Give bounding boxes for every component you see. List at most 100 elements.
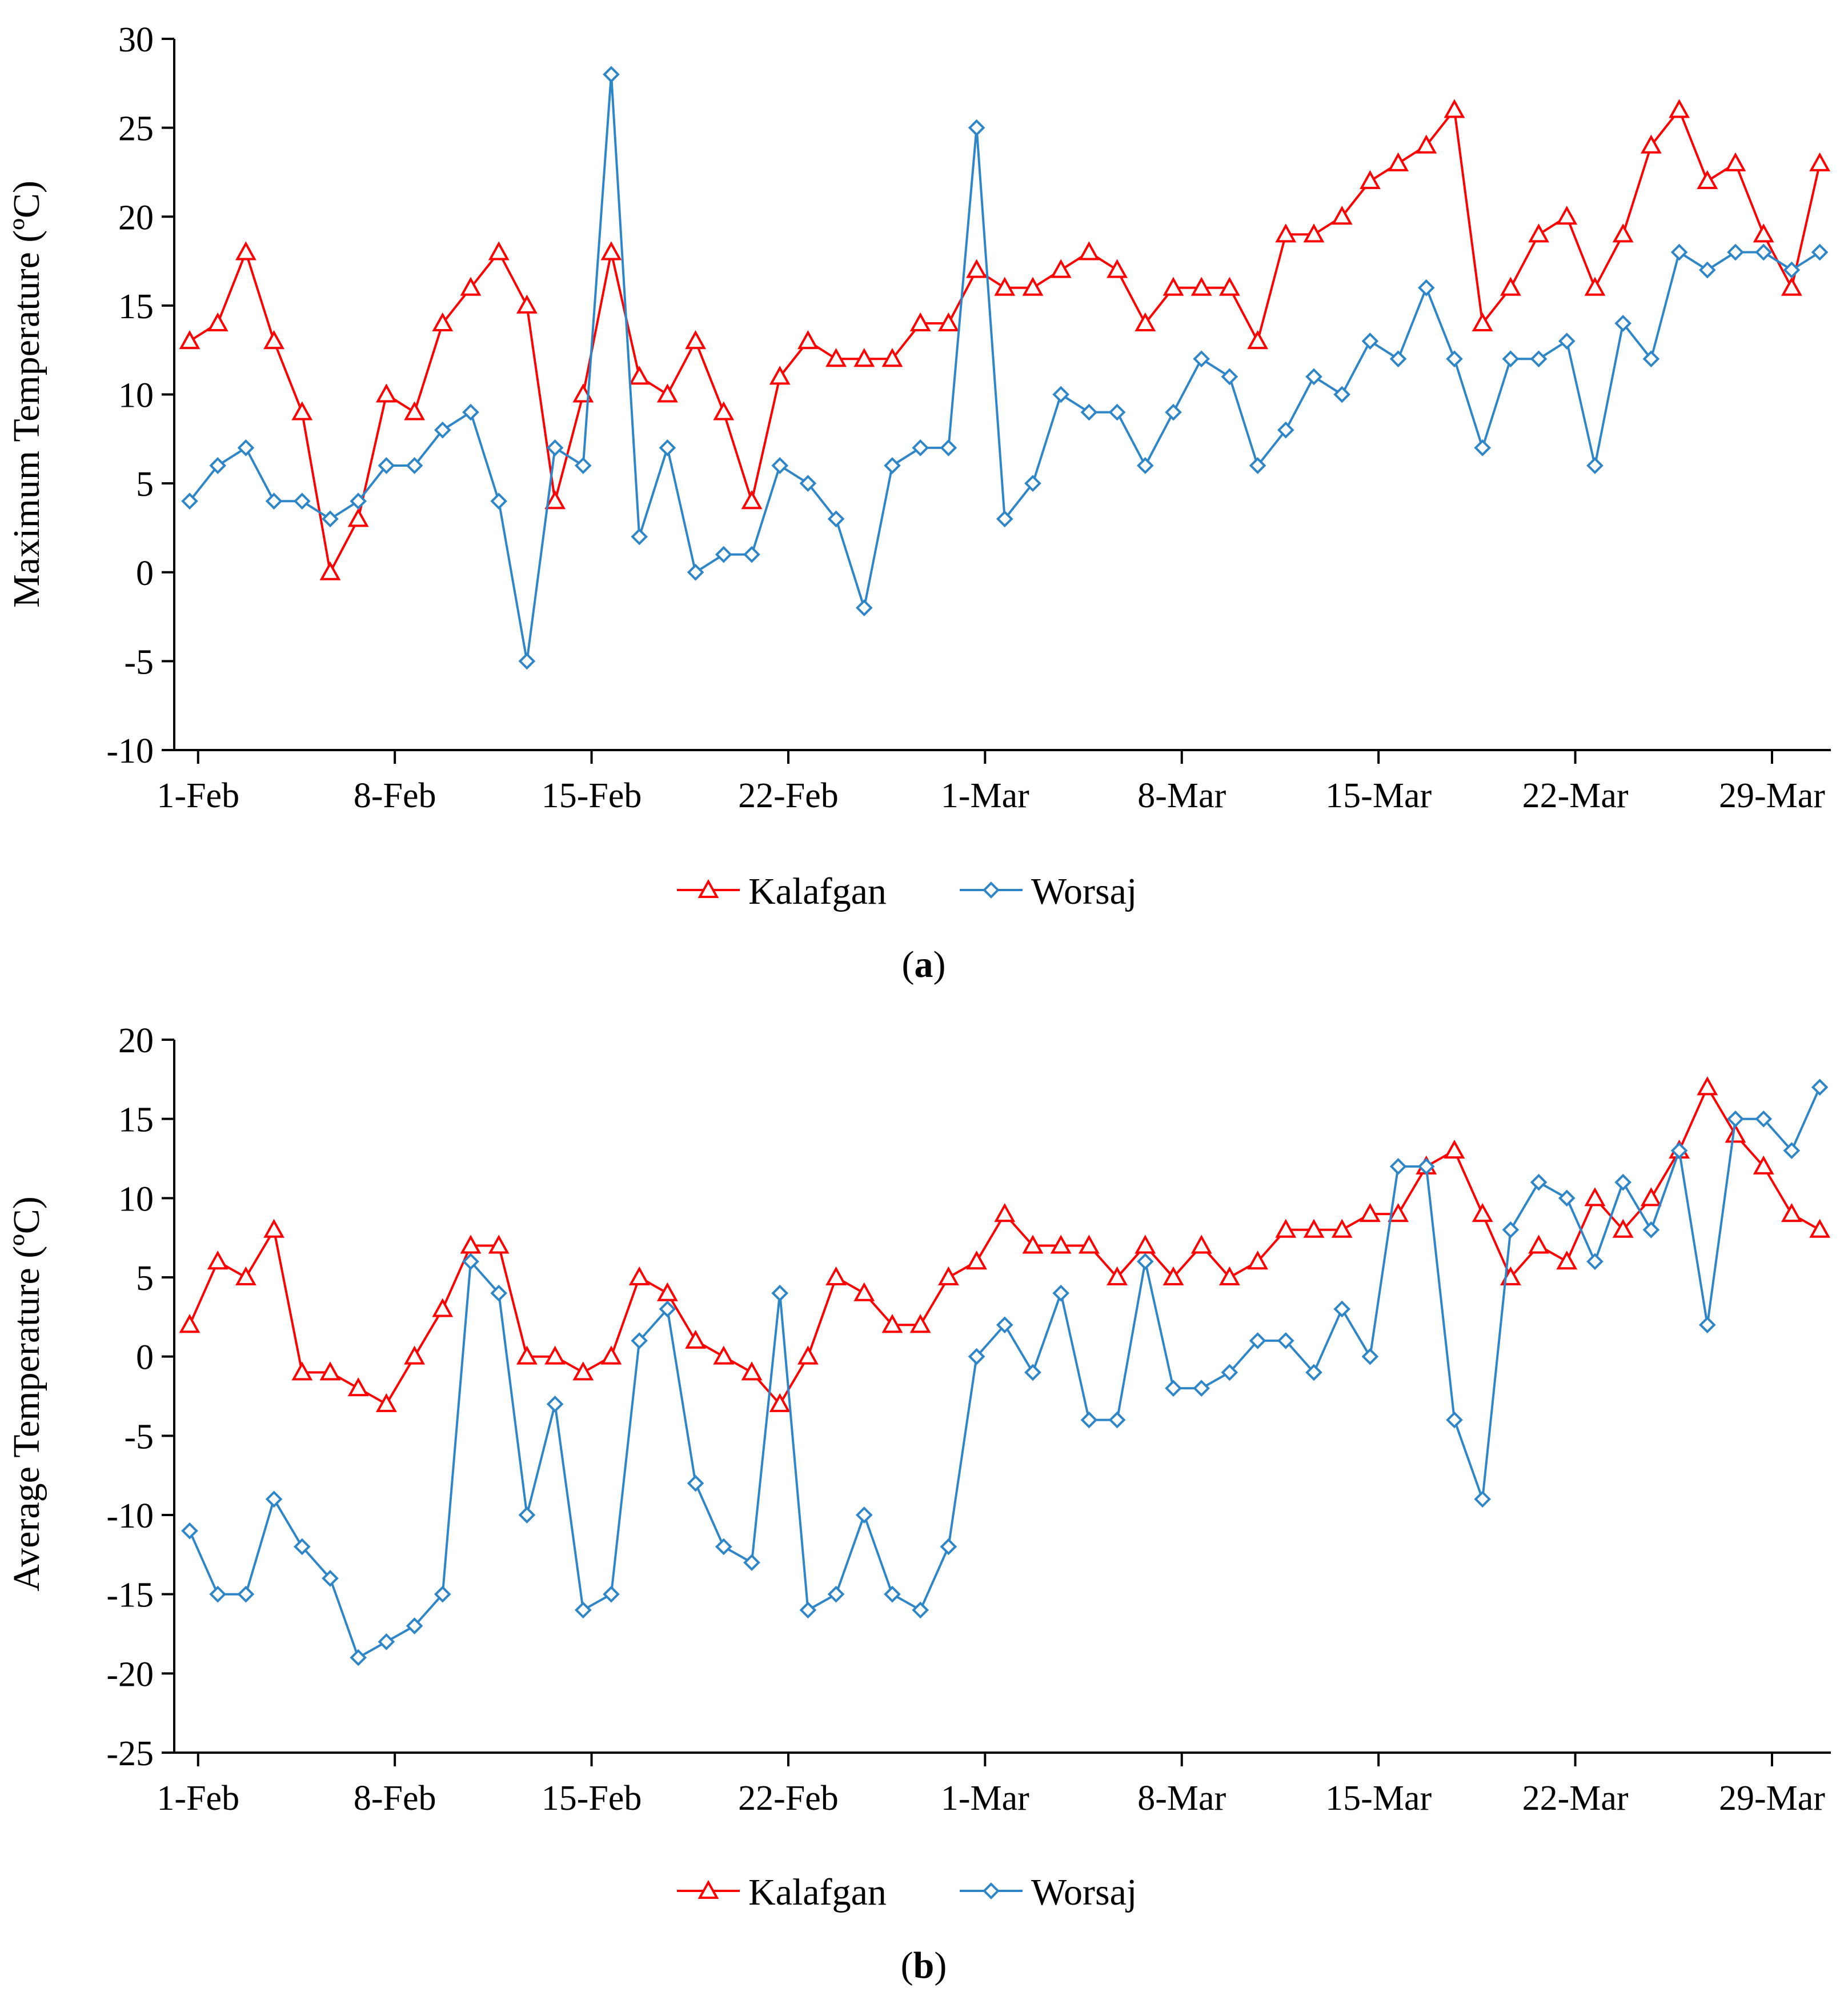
data-point-kalafgan xyxy=(179,1314,201,1333)
data-point-kalafgan xyxy=(516,294,538,314)
data-point-kalafgan xyxy=(1500,276,1521,296)
data-point-kalafgan xyxy=(319,561,341,580)
series-kalafgan xyxy=(179,99,1830,580)
data-point-kalafgan xyxy=(966,1251,987,1270)
data-point-worsaj xyxy=(912,439,929,456)
x-tick-label: 8-Feb xyxy=(354,776,436,815)
x-tick-label: 8-Feb xyxy=(354,1779,436,1818)
data-point-kalafgan xyxy=(1697,1076,1718,1096)
data-point-kalafgan xyxy=(1528,223,1549,243)
data-point-kalafgan xyxy=(1162,1266,1184,1285)
data-point-worsaj xyxy=(603,66,620,83)
data-point-kalafgan xyxy=(1612,1219,1634,1238)
data-point-kalafgan xyxy=(909,312,931,331)
y-tick-label: 10 xyxy=(118,1180,154,1219)
data-point-worsaj xyxy=(181,492,198,510)
data-point-kalafgan xyxy=(1556,1251,1578,1270)
data-point-worsaj xyxy=(1024,1364,1041,1381)
data-point-kalafgan xyxy=(263,330,284,350)
legend-marker-kalafgan xyxy=(697,879,719,898)
data-point-worsaj xyxy=(209,457,227,474)
data-point-worsaj xyxy=(293,492,311,510)
data-point-kalafgan xyxy=(1781,276,1802,296)
data-point-kalafgan xyxy=(207,312,229,331)
legend-marker-kalafgan xyxy=(697,1879,719,1899)
data-point-kalafgan xyxy=(1079,241,1100,260)
data-point-worsaj xyxy=(322,1570,339,1587)
legend-marker-worsaj xyxy=(983,1882,1000,1899)
data-point-worsaj xyxy=(1136,457,1154,474)
data-point-kalafgan xyxy=(1303,223,1325,243)
data-point-worsaj xyxy=(1277,1332,1294,1349)
y-tick-label: 5 xyxy=(136,1259,154,1298)
data-point-kalafgan xyxy=(432,1298,454,1317)
data-point-kalafgan xyxy=(600,241,622,260)
data-point-kalafgan xyxy=(1641,134,1662,154)
data-point-worsaj xyxy=(996,510,1013,528)
data-point-worsaj xyxy=(1277,421,1294,439)
data-point-kalafgan xyxy=(657,383,678,403)
data-point-worsaj xyxy=(1361,332,1379,350)
data-point-worsaj xyxy=(462,1253,479,1270)
data-point-kalafgan xyxy=(797,1345,819,1365)
y-tick-label: 25 xyxy=(118,110,154,149)
data-point-worsaj xyxy=(1221,1364,1238,1381)
data-point-kalafgan xyxy=(1725,1124,1746,1143)
data-point-kalafgan xyxy=(347,1377,369,1397)
legend-marker-worsaj xyxy=(983,881,1000,899)
data-point-kalafgan xyxy=(966,259,987,278)
series-worsaj xyxy=(181,66,1829,670)
data-point-worsaj xyxy=(350,1649,367,1666)
data-point-kalafgan xyxy=(1612,223,1634,243)
data-point-kalafgan xyxy=(1107,1266,1128,1285)
data-point-worsaj xyxy=(715,1538,732,1556)
chart-panel-a: -10 -5 0 5 10 15 20 25 30 1-Feb 8-Feb 15-Feb 22-Feb 1… xyxy=(6,21,1831,985)
data-point-kalafgan xyxy=(1275,1219,1297,1238)
data-point-worsaj xyxy=(1727,1110,1744,1128)
data-point-worsaj xyxy=(1080,403,1098,421)
data-point-kalafgan xyxy=(1809,152,1830,171)
data-point-worsaj xyxy=(1642,1221,1660,1239)
caption-close-paren: ) xyxy=(934,1945,947,1986)
data-point-worsaj xyxy=(490,492,508,510)
data-point-kalafgan xyxy=(1303,1219,1325,1238)
y-tick-label: -20 xyxy=(106,1655,154,1694)
data-point-worsaj xyxy=(1193,1380,1210,1397)
data-point-kalafgan xyxy=(825,1266,847,1285)
y-tick-label: 15 xyxy=(118,287,154,326)
x-tick-label: 15-Feb xyxy=(542,1779,642,1818)
x-tick-label: 15-Mar xyxy=(1325,776,1432,815)
data-point-kalafgan xyxy=(1388,1203,1409,1223)
data-point-kalafgan xyxy=(1219,1266,1240,1285)
data-point-worsaj xyxy=(574,1601,592,1619)
legend: Kalafgan Worsaj xyxy=(677,871,1137,912)
y-tick-label: 10 xyxy=(118,376,154,415)
data-point-worsaj xyxy=(490,1284,508,1302)
y-axis-label: Average Temperature (ºC) xyxy=(6,1196,47,1591)
y-tick-label: 30 xyxy=(118,21,154,59)
data-point-worsaj xyxy=(1389,1158,1407,1175)
x-tick-label: 22-Feb xyxy=(738,776,839,815)
data-point-kalafgan xyxy=(769,1393,791,1412)
data-point-worsaj xyxy=(1052,1284,1070,1302)
data-point-kalafgan xyxy=(909,1314,931,1333)
y-tick-label: 0 xyxy=(136,1338,154,1377)
data-point-worsaj xyxy=(1614,315,1632,332)
panel-caption: (b) xyxy=(901,1945,947,1986)
data-point-kalafgan xyxy=(1416,134,1437,154)
data-point-worsaj xyxy=(1389,350,1407,368)
data-point-kalafgan xyxy=(488,241,510,260)
x-tick-label: 29-Mar xyxy=(1719,776,1825,815)
data-point-worsaj xyxy=(518,1506,536,1524)
x-tick-label: 22-Feb xyxy=(738,1779,839,1818)
data-point-kalafgan xyxy=(881,1314,903,1333)
data-point-kalafgan xyxy=(1190,1235,1212,1254)
data-point-kalafgan xyxy=(347,508,369,527)
data-point-kalafgan xyxy=(741,1361,763,1381)
data-point-worsaj xyxy=(1755,1110,1773,1128)
data-point-worsaj xyxy=(1305,1364,1322,1381)
data-point-kalafgan xyxy=(853,348,875,367)
data-point-worsaj xyxy=(1249,1332,1266,1349)
y-tick-label: 0 xyxy=(136,554,154,593)
y-tick-label: -5 xyxy=(124,1417,154,1456)
